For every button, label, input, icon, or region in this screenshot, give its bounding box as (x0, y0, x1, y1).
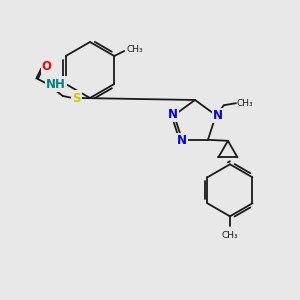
Text: N: N (168, 108, 178, 121)
Text: N: N (213, 109, 223, 122)
Text: O: O (42, 59, 52, 73)
Text: NH: NH (46, 77, 66, 91)
Text: CH₃: CH₃ (222, 231, 238, 240)
Text: CH₃: CH₃ (237, 99, 253, 108)
Text: CH₃: CH₃ (126, 46, 143, 55)
Text: N: N (177, 134, 187, 147)
Text: S: S (73, 92, 81, 104)
